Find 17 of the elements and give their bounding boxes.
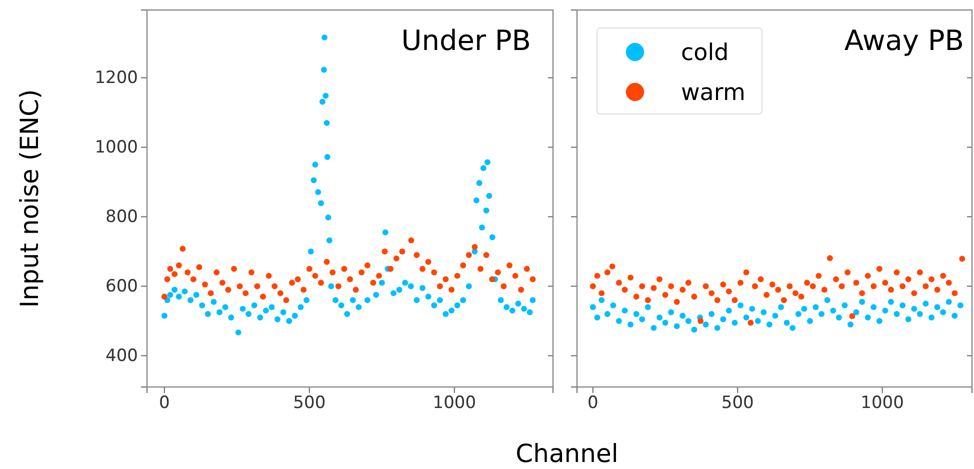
y-tick-label: 600: [106, 276, 138, 297]
x-tick-label: 500: [721, 393, 754, 414]
x-tick-label: 0: [588, 393, 598, 414]
legend-label: warm: [681, 80, 746, 106]
y-tick-label: 400: [106, 346, 138, 366]
x-tick-label: 0: [158, 393, 170, 414]
x-tick-label: 1000: [860, 393, 904, 414]
text: Away PB: [844, 24, 964, 57]
y-tick-label: 800: [106, 207, 138, 228]
x-axis-title: Channel: [516, 439, 618, 468]
x-tick-label: 1000: [432, 393, 476, 414]
text: Under PB: [401, 24, 531, 57]
y-axis-title: Input noise (ENC): [15, 89, 44, 308]
legend-label: cold: [681, 40, 729, 66]
y-tick-label: 1000: [94, 138, 138, 158]
y-tick-label: 1200: [94, 68, 138, 88]
x-tick-label: 500: [293, 393, 326, 414]
